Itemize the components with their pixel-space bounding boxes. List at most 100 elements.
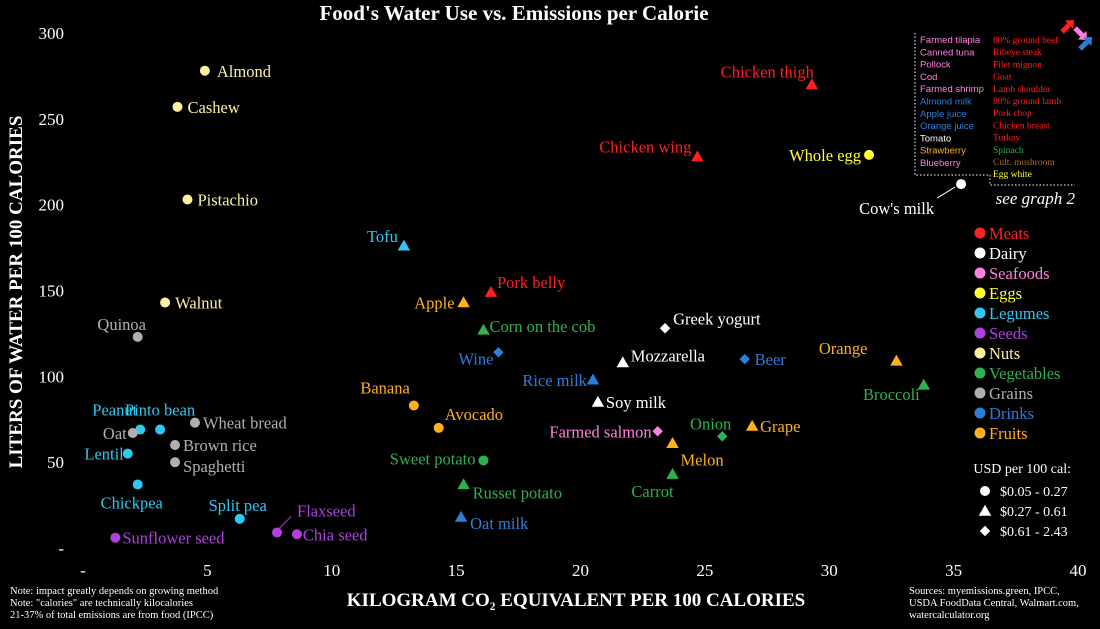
point-pistachio [182,194,193,205]
arrows-icon [1060,19,1093,51]
y-tick-label: 250 [39,110,65,129]
point-pork-belly [484,285,498,297]
inset-item: Apple juice [920,109,966,120]
point-greek-yogurt [659,323,671,334]
point-label: Banana [360,379,410,398]
inset-border [914,33,1075,186]
x-tick-label: 35 [945,561,962,580]
inset-item: Farmed tilapia [920,35,981,46]
point-cashew [172,101,183,112]
data-points [110,65,967,543]
point-banana [408,400,419,411]
point-label: Cow's milk [859,199,935,218]
point-label: Grape [760,417,800,436]
footnote: Note: "calories" are technically kilocal… [10,598,193,609]
x-tick-label: 25 [696,561,713,580]
inset-item: Filet mignon [993,60,1042,70]
x-tick-label: 15 [448,561,465,580]
point-apple [457,296,470,308]
point-whole-egg [864,149,875,160]
point-orange [890,354,903,366]
legend-swatch [974,287,986,299]
point-sunflower-seed [110,532,121,543]
point-wine [493,347,504,358]
inset-item: Lamb shoulder [993,85,1051,95]
point-chicken-wing [691,150,704,162]
footnote: Note: impact greatly depends on growing … [10,586,219,597]
point-lentil [122,448,133,459]
point-label: Pinto bean [125,401,195,420]
point-label: Chicken thigh [721,63,815,82]
point-label: Carrot [631,482,674,501]
legend-swatch [974,347,986,359]
price-legend-circle [980,486,990,496]
point-label: Chia seed [303,525,368,544]
legend-label: Nuts [989,344,1020,363]
inset-item: Tomato [920,133,951,144]
point-label: Avocado [445,405,503,424]
point-label: Sweet potato [390,449,476,468]
inset-item: Spinach [993,146,1024,156]
point-avocado [433,422,444,433]
source-line: watercalculator.org [909,610,990,621]
y-tick-label: 200 [39,196,65,215]
y-axis-title: LITERS OF WATER PER 100 CALORIES [6,116,27,469]
source-line: Sources: myemissions.green, IPCC, [909,586,1060,597]
legend-swatch [974,267,986,279]
point-grape [745,419,759,431]
x-axis-ticks: - 5 10 15 20 25 30 35 40 [80,561,1086,580]
inset-item: Cod [920,72,937,83]
inset-item: Orange juice [920,121,974,132]
point-label: Pistachio [197,191,258,210]
point-chia-seed [291,529,302,540]
x-tick-label: 30 [821,561,838,580]
legend-label: Drinks [989,404,1034,423]
point-label: Flaxseed [297,502,356,521]
inset-item: Chicken breast [993,121,1050,131]
x-tick-label: 5 [203,561,212,580]
point-label: Tofu [367,227,398,246]
inset-item: 80% ground lamb [993,97,1061,107]
y-tick-label: 300 [39,24,65,43]
inset-item: Goat [993,73,1012,83]
x-tick-label: 20 [572,561,589,580]
x-tick-label: 40 [1070,561,1087,580]
legend-label: Meats [989,224,1029,243]
point-label: Russet potato [473,483,562,502]
point-label: Oat milk [470,514,529,533]
point-label: Soy milk [606,393,667,412]
point-label: Beer [755,350,787,369]
point-melon [666,437,679,448]
point-label: Mozzarella [631,347,706,366]
y-tick-label: - [58,539,64,558]
point-label: Split pea [209,496,268,515]
y-tick-label: 100 [39,367,65,386]
inset-item: Canned tuna [920,47,975,58]
price-legend-label: $0.27 - 0.61 [1000,505,1068,520]
legend-swatch [974,427,986,439]
point-label: Wine [458,349,493,368]
point-label: Rice milk [522,371,587,390]
point-onion [717,431,728,442]
y-axis-ticks: - 50 100 150 200 250 300 [39,24,65,558]
inset-item: Ribeye steak [993,48,1042,58]
point-label: Walnut [175,294,223,313]
point-carrot [666,467,679,479]
point-almond [199,65,210,76]
inset-item: Almond milk [920,97,972,108]
inset-item: Blueberry [920,158,961,169]
inset-item: Turkey [993,134,1020,144]
legend-label: Grains [989,384,1033,403]
x-tick-label: - [80,561,86,580]
legend-swatch [974,327,986,339]
point-label: Orange [819,339,868,358]
chart-title: Food's Water Use vs. Emissions per Calor… [319,1,708,25]
point-brown-rice [170,440,181,450]
point-label: Peanut [92,401,137,420]
point-chicken-thigh [805,78,819,90]
point-label: Cashew [188,98,240,117]
point-label: Oat [103,424,127,443]
point-label: Greek yogurt [673,309,761,328]
point-label: Melon [681,450,724,469]
